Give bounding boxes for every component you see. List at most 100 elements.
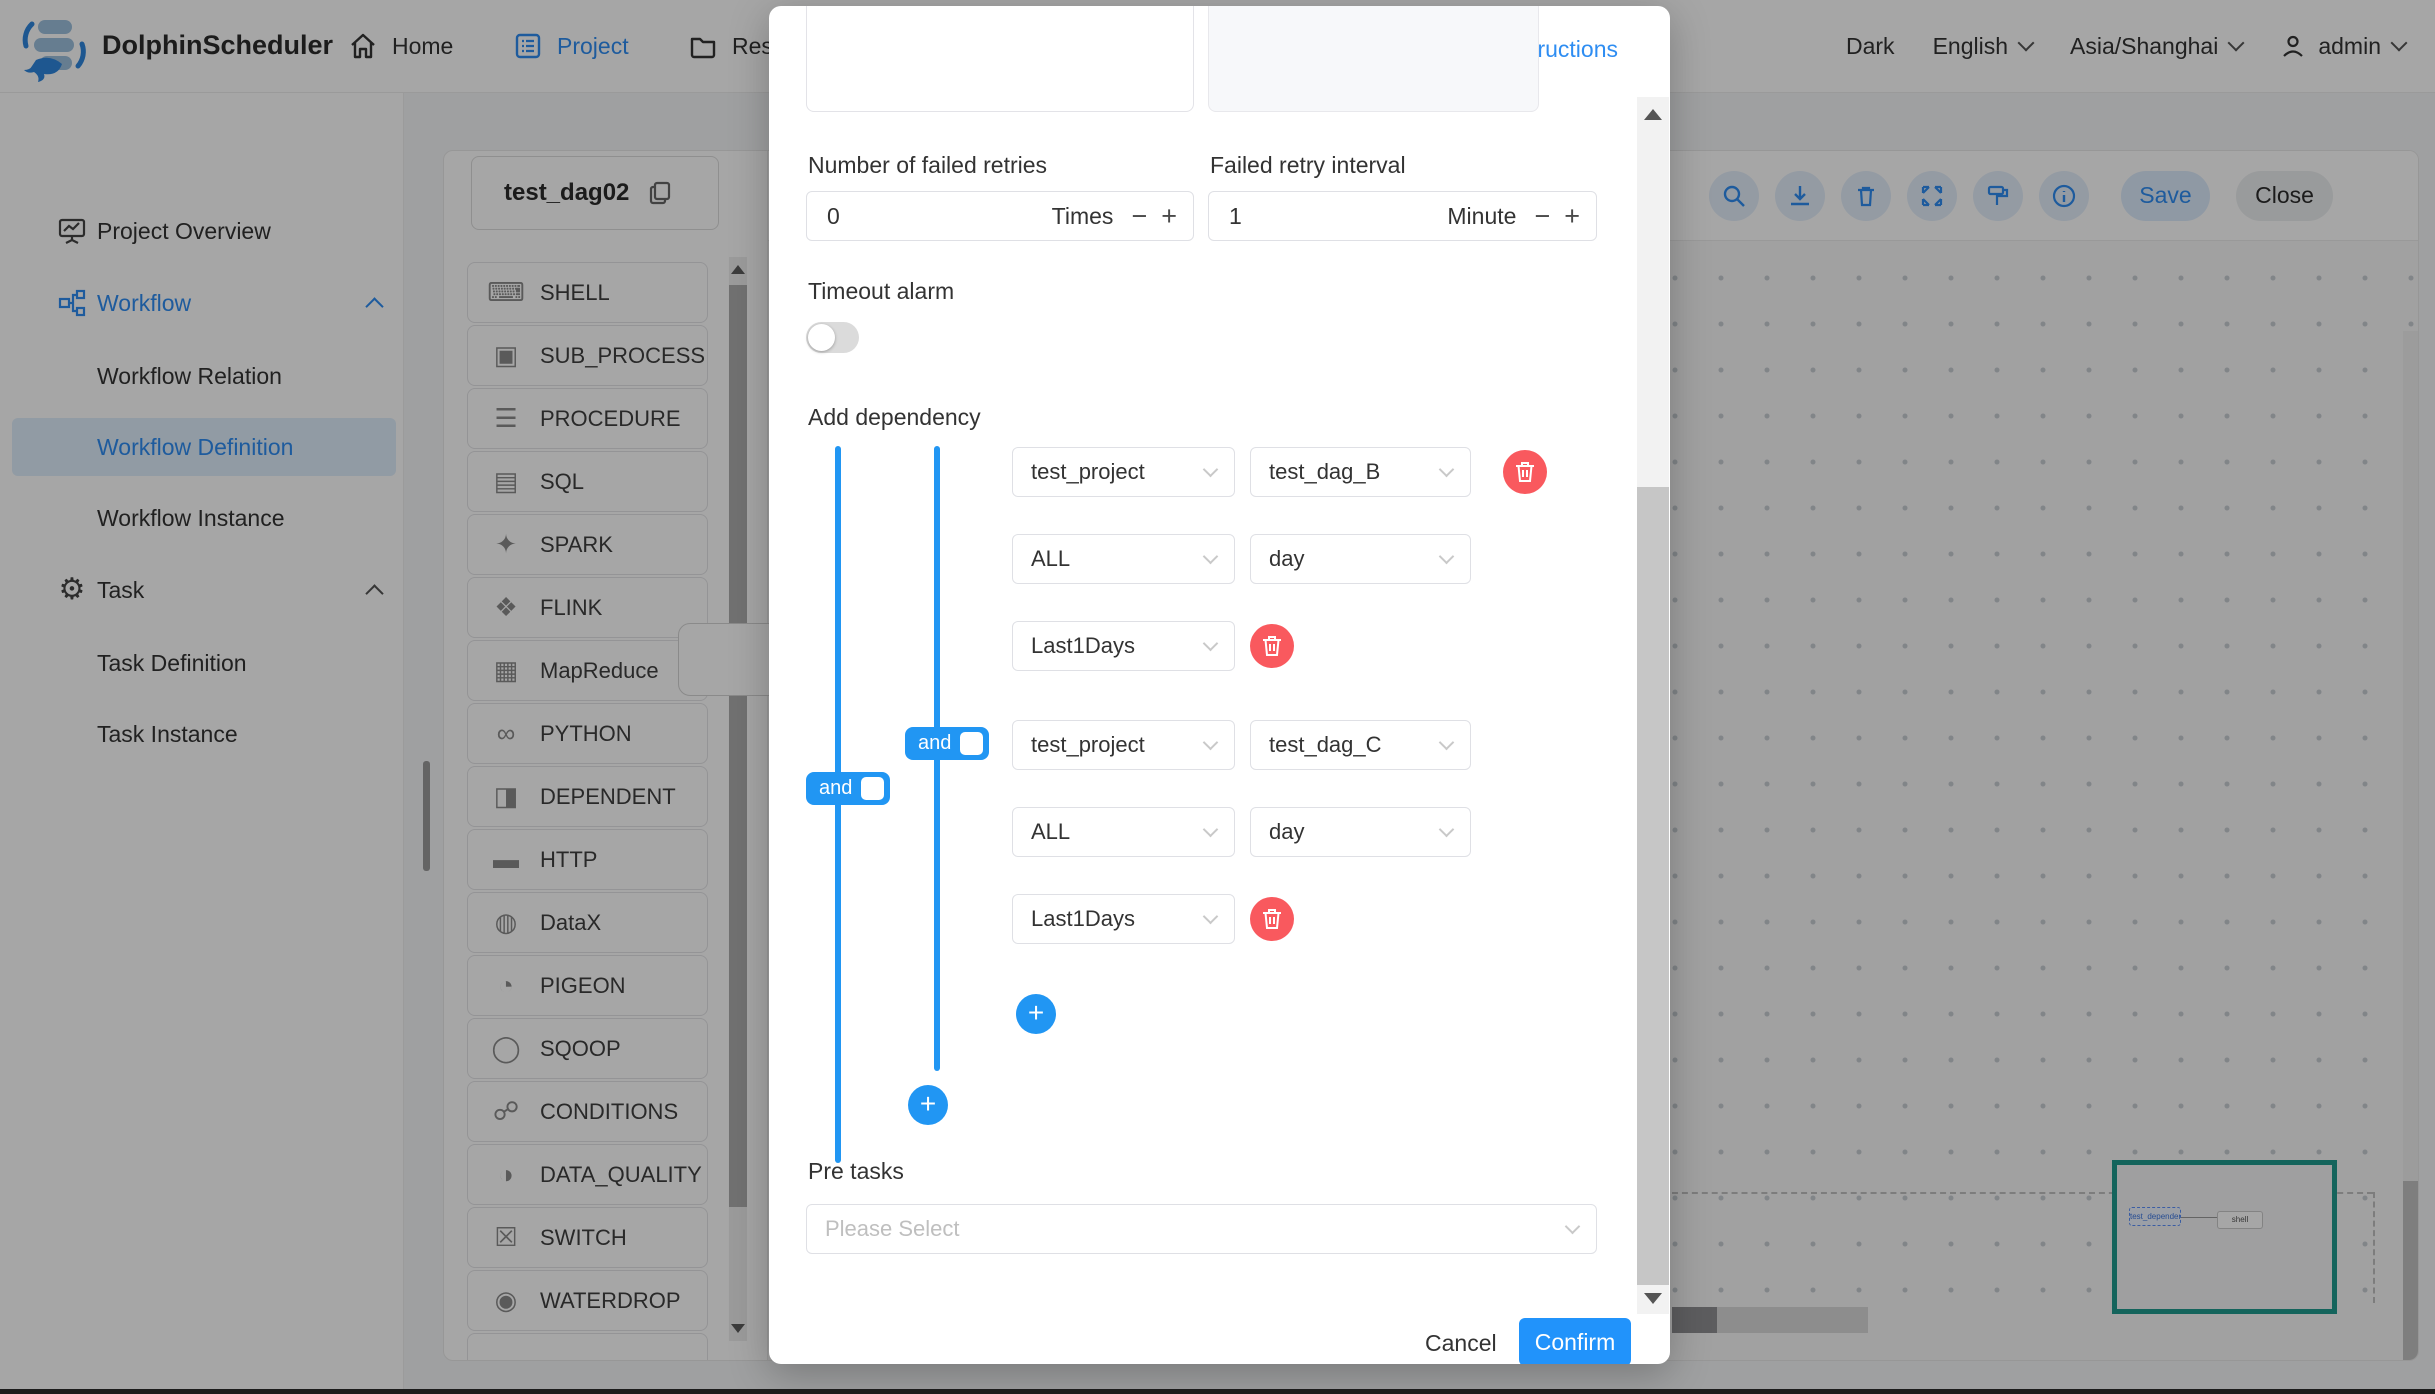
delete-dependency-item-button[interactable]: [1250, 624, 1294, 668]
sidebar-item-task-definition[interactable]: Task Definition: [0, 634, 404, 692]
canvas-vertical-scrollbar[interactable]: [2403, 331, 2418, 1360]
modal-scrollbar[interactable]: [1637, 97, 1669, 1314]
fullscreen-icon: [1921, 185, 1943, 206]
task-type-item[interactable]: ◯ SQOOP: [467, 1018, 708, 1079]
retry-interval-input[interactable]: 1 Minute − +: [1208, 191, 1597, 241]
language-select[interactable]: English: [1933, 33, 2035, 60]
scrolled-input-partial[interactable]: [806, 6, 1194, 112]
theme-toggle[interactable]: Dark: [1846, 32, 1895, 59]
scroll-down-icon[interactable]: [731, 1324, 745, 1333]
canvas-horizontal-scrollbar[interactable]: [1672, 1307, 1868, 1333]
task-type-item[interactable]: ☍ CONDITIONS: [467, 1081, 708, 1142]
date-range-select[interactable]: Last1Days: [1012, 894, 1235, 944]
nav-resources[interactable]: Res: [688, 0, 770, 92]
task-type-item[interactable]: ◔ PIGEON: [467, 955, 708, 1016]
sidebar-item-workflow[interactable]: Workflow: [0, 274, 404, 332]
task-type-item[interactable]: ◍ DataX: [467, 892, 708, 953]
task-type-icon: ☍: [492, 1096, 520, 1126]
add-dependency-group-button[interactable]: +: [908, 1085, 948, 1125]
decrement-button[interactable]: −: [1534, 200, 1551, 231]
fullscreen-button[interactable]: [1907, 170, 1957, 221]
retry-interval-label: Failed retry interval: [1210, 152, 1406, 178]
task-type-item[interactable]: ▣ SUB_PROCESS: [467, 325, 708, 386]
task-type-item[interactable]: ✦ SPARK: [467, 514, 708, 575]
scroll-down-icon[interactable]: [1644, 1293, 1662, 1304]
task-list-scrollbar-thumb[interactable]: [729, 285, 747, 1207]
scroll-up-icon[interactable]: [731, 265, 745, 274]
add-dependency-item-button[interactable]: +: [1016, 994, 1056, 1034]
project-select[interactable]: test_project: [1012, 720, 1235, 770]
failed-retries-value[interactable]: 0: [827, 202, 840, 229]
workflow-select[interactable]: test_dag_B: [1250, 447, 1471, 497]
confirm-button[interactable]: Confirm: [1519, 1318, 1631, 1364]
minimap[interactable]: test_dependent shell: [2112, 1160, 2337, 1314]
operator-toggle-knob[interactable]: [960, 732, 983, 755]
dependency-operator-outer[interactable]: and: [806, 772, 890, 805]
task-type-item[interactable]: ▬ HTTP: [467, 829, 708, 890]
cycle-select[interactable]: ALL: [1012, 534, 1235, 584]
task-type-item[interactable]: ▦ MapReduce: [467, 640, 708, 701]
decrement-button[interactable]: −: [1131, 200, 1148, 231]
task-type-item[interactable]: [467, 1333, 708, 1360]
project-select[interactable]: test_project: [1012, 447, 1235, 497]
nav-project[interactable]: Project: [513, 0, 629, 92]
brand[interactable]: DolphinScheduler: [18, 8, 333, 82]
modal-scrollbar-thumb[interactable]: [1637, 487, 1669, 1285]
task-type-item[interactable]: ☰ PROCEDURE: [467, 388, 708, 449]
format-button[interactable]: [1973, 170, 2023, 221]
failed-retries-input[interactable]: 0 Times − +: [806, 191, 1194, 241]
scrolled-input-partial[interactable]: [1208, 6, 1539, 112]
date-unit-select[interactable]: day: [1250, 534, 1471, 584]
sidebar-item-label: Task Instance: [97, 720, 238, 747]
search-button[interactable]: [1709, 170, 1759, 221]
date-range-select[interactable]: Last1Days: [1012, 621, 1235, 671]
increment-button[interactable]: +: [1564, 200, 1580, 231]
delete-dependency-item-button[interactable]: [1250, 897, 1294, 941]
sidebar-item-task[interactable]: ⚙ Task: [0, 561, 404, 619]
save-button[interactable]: Save: [2121, 170, 2210, 221]
user-menu[interactable]: admin: [2280, 33, 2408, 60]
close-button[interactable]: Close: [2236, 170, 2333, 221]
cancel-button[interactable]: Cancel: [1425, 1330, 1497, 1356]
task-type-item[interactable]: ∞ PYTHON: [467, 703, 708, 764]
delete-button[interactable]: [1841, 170, 1891, 221]
pre-tasks-select[interactable]: Please Select: [806, 1204, 1597, 1254]
task-type-item[interactable]: ◨ DEPENDENT: [467, 766, 708, 827]
workflow-select[interactable]: test_dag_C: [1250, 720, 1471, 770]
nav-home[interactable]: Home: [348, 0, 453, 92]
task-type-item[interactable]: ◉ WATERDROP: [467, 1270, 708, 1331]
task-type-label: WATERDROP: [540, 1287, 681, 1313]
canvas-vertical-scrollbar-thumb[interactable]: [2403, 1181, 2418, 1360]
cycle-select[interactable]: ALL: [1012, 807, 1235, 857]
scroll-up-icon[interactable]: [1644, 109, 1662, 120]
task-type-item[interactable]: ☒ SWITCH: [467, 1207, 708, 1268]
operator-label: and: [819, 777, 853, 799]
task-type-item[interactable]: ⌨ SHELL: [467, 262, 708, 323]
task-type-item[interactable]: ❖ FLINK: [467, 577, 708, 638]
sidebar-item-workflow-instance[interactable]: Workflow Instance: [0, 489, 404, 547]
copy-icon[interactable]: [647, 180, 673, 206]
info-button[interactable]: [2039, 170, 2089, 221]
increment-button[interactable]: +: [1161, 200, 1177, 231]
retry-interval-value[interactable]: 1: [1229, 202, 1242, 229]
canvas-horizontal-scrollbar-thumb[interactable]: [1672, 1307, 1717, 1333]
sidebar-scrollbar-thumb[interactable]: [423, 761, 430, 871]
download-button[interactable]: [1775, 170, 1825, 221]
timezone-select[interactable]: Asia/Shanghai: [2070, 33, 2245, 60]
sidebar-item-task-instance[interactable]: Task Instance: [0, 705, 404, 763]
task-type-item[interactable]: ▤ SQL: [467, 451, 708, 512]
sidebar-item-workflow-relation[interactable]: Workflow Relation: [0, 347, 404, 405]
nav-project-label: Project: [557, 32, 629, 59]
task-type-icon: ∞: [496, 718, 516, 748]
task-type-list: ⌨ SHELL ▣ SUB_PROCESS ☰ PROCEDURE ▤ SQL: [467, 262, 708, 1360]
timeout-alarm-toggle[interactable]: [806, 322, 859, 353]
sidebar-item-workflow-definition[interactable]: Workflow Definition: [0, 418, 404, 476]
task-type-item[interactable]: ◑ DATA_QUALITY: [467, 1144, 708, 1205]
delete-dependency-button[interactable]: [1503, 450, 1547, 494]
task-list-scrollbar[interactable]: [729, 257, 747, 1341]
sidebar-item-project-overview[interactable]: Project Overview: [0, 202, 404, 260]
operator-toggle-knob[interactable]: [861, 777, 884, 800]
dependency-operator-inner[interactable]: and: [905, 727, 989, 760]
task-type-label: DEPENDENT: [540, 783, 676, 809]
date-unit-select[interactable]: day: [1250, 807, 1471, 857]
